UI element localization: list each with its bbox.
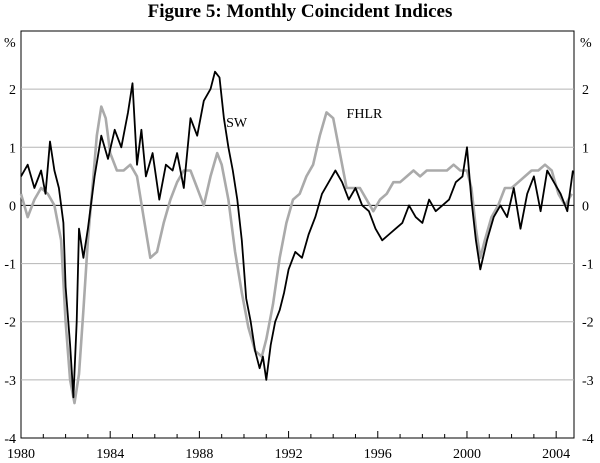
y-tick-label-right: -4 (582, 432, 594, 447)
plot-frame (20, 30, 575, 439)
series-line-sw (20, 70, 574, 399)
y-tick-label-left: -4 (4, 432, 16, 447)
series-lines (19, 70, 574, 405)
series-label-fhlr: FHLR (347, 107, 383, 122)
y-tick-label-right: 0 (582, 199, 589, 214)
y-tick-label-left: -2 (4, 316, 16, 331)
y-tick-label-right: -1 (582, 258, 594, 273)
y-tick-label-right: -3 (582, 374, 594, 389)
y-unit-left: % (4, 36, 16, 51)
series-label-sw: SW (226, 116, 248, 131)
x-tick-label: 2004 (542, 447, 570, 462)
x-axis-ticks (20, 431, 557, 438)
x-tick-label: 1996 (364, 447, 392, 462)
y-axis-right-labels: 2 1 0 -1 -2 -3 -4 (582, 83, 594, 447)
x-tick-label: 1984 (96, 447, 124, 462)
chart-title: Figure 5: Monthly Coincident Indices (147, 1, 453, 22)
x-tick-label: 1988 (185, 447, 213, 462)
y-tick-label-left: 2 (9, 83, 16, 98)
x-tick-label: 2000 (453, 447, 481, 462)
y-tick-label-right: 2 (582, 83, 589, 98)
x-tick-label: 1992 (275, 447, 303, 462)
gridlines (21, 88, 574, 381)
y-tick-label-left: 1 (9, 141, 16, 156)
y-tick-label-right: 1 (582, 141, 589, 156)
series-line-fhlr (19, 105, 573, 405)
series-annotations: SW FHLR (226, 107, 383, 131)
x-tick-label: 1980 (7, 447, 35, 462)
y-tick-label-left: -3 (4, 374, 16, 389)
x-axis-labels: 1980 1984 1988 1992 1996 2000 2004 (7, 447, 570, 462)
y-unit-right: % (580, 36, 592, 51)
y-axis-left-labels: 2 1 0 -1 -2 -3 -4 (4, 83, 16, 447)
y-tick-label-right: -2 (582, 316, 594, 331)
y-tick-label-left: 0 (9, 199, 16, 214)
y-tick-label-left: -1 (4, 258, 16, 273)
